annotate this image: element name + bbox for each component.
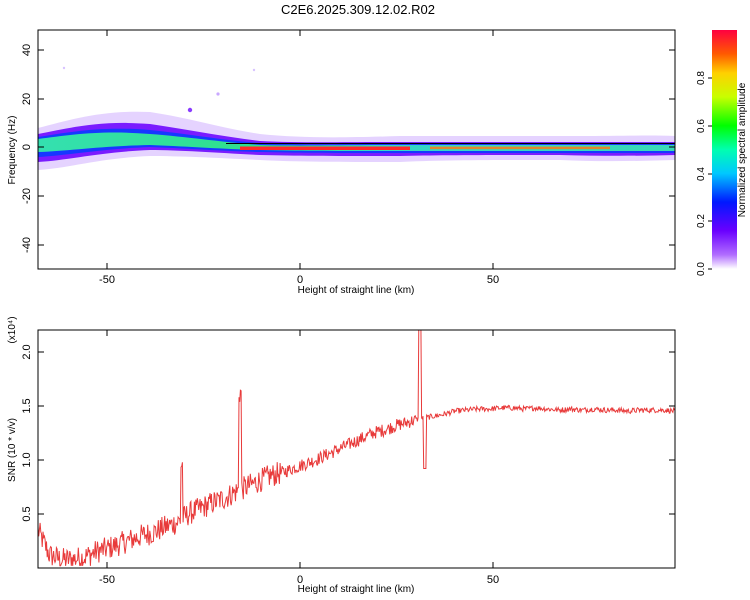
x-tick-label: 50 bbox=[487, 274, 499, 286]
y-tick-label: -20 bbox=[21, 188, 33, 204]
ridge-hot-core-right bbox=[430, 146, 610, 150]
colorbar: 0.0 0.2 0.4 0.6 0.8 Normalized spectral … bbox=[696, 30, 748, 276]
x-tick-label: 0 bbox=[297, 274, 303, 286]
colorbar-tick-label: 0.0 bbox=[696, 262, 707, 276]
outlier-dot bbox=[62, 66, 66, 70]
spectrogram-y-label: Frequency (Hz) bbox=[7, 116, 18, 185]
spectrogram-x-label: Height of straight line (km) bbox=[298, 285, 415, 296]
spectrogram-x-ticks: -50 0 50 bbox=[99, 30, 499, 286]
x-tick-label: -50 bbox=[99, 574, 115, 586]
spectrogram-frame bbox=[37, 29, 676, 270]
y-tick-label: 1.0 bbox=[21, 452, 33, 467]
spectrogram-panel: 40 20 0 -20 -40 -50 0 50 Height of strai… bbox=[7, 29, 676, 296]
y-tick-label: 1.5 bbox=[21, 398, 33, 413]
colorbar-tick-label: 0.6 bbox=[696, 119, 707, 133]
ridge-hot-core bbox=[240, 146, 410, 150]
x-tick-label: 0 bbox=[297, 574, 303, 586]
snr-frame bbox=[37, 329, 676, 569]
snr-y-multiplier: (x10⁴) bbox=[7, 316, 18, 343]
snr-y-label: SNR (10 * v/v) bbox=[7, 418, 18, 482]
spectrogram-ridge bbox=[38, 66, 675, 170]
snr-x-label: Height of straight line (km) bbox=[298, 584, 415, 595]
colorbar-tick-label: 0.8 bbox=[696, 71, 707, 85]
ridge-halo bbox=[38, 111, 675, 170]
figure-title: C2E6.2025.309.12.02.R02 bbox=[281, 2, 435, 17]
y-tick-label: -40 bbox=[21, 237, 33, 253]
colorbar-tick-label: 0.4 bbox=[696, 167, 707, 181]
outlier-dot bbox=[252, 68, 256, 72]
y-tick-label: 20 bbox=[21, 93, 33, 105]
y-tick-label: 2.0 bbox=[21, 344, 33, 359]
outlier-dot bbox=[216, 92, 220, 96]
y-tick-label: 0.5 bbox=[21, 506, 33, 521]
outlier-dot bbox=[187, 107, 193, 113]
colorbar-tick-label: 0.2 bbox=[696, 214, 707, 228]
y-tick-label: 0 bbox=[21, 144, 33, 150]
y-tick-label: 40 bbox=[21, 44, 33, 56]
colorbar-label: Normalized spectral amplitude bbox=[737, 82, 748, 217]
spectrogram-y-ticks: 40 20 0 -20 -40 bbox=[21, 44, 675, 253]
x-tick-label: 50 bbox=[487, 574, 499, 586]
snr-series-line bbox=[38, 330, 675, 567]
snr-x-ticks: -50 0 50 bbox=[99, 330, 499, 586]
x-tick-label: -50 bbox=[99, 274, 115, 286]
snr-y-ticks: 0.5 1.0 1.5 2.0 bbox=[21, 344, 675, 522]
snr-panel: 0.5 1.0 1.5 2.0 -50 0 50 Height of strai… bbox=[7, 316, 676, 595]
colorbar-gradient bbox=[712, 30, 737, 269]
